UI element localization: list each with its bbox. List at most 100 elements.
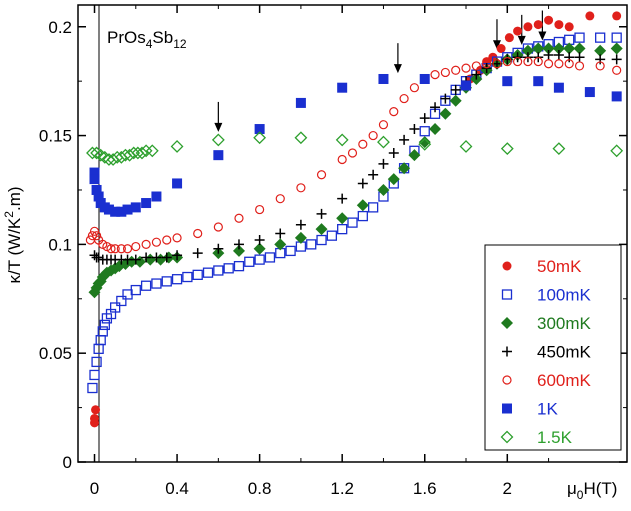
data-point	[439, 107, 452, 120]
data-point	[141, 198, 152, 209]
data-point	[294, 131, 308, 145]
data-point	[595, 32, 606, 43]
data-point	[564, 52, 575, 63]
data-point	[389, 107, 399, 117]
data-point	[440, 93, 451, 104]
data-point	[154, 253, 167, 266]
data-point	[543, 50, 554, 61]
data-point	[585, 11, 595, 21]
data-point	[387, 173, 400, 186]
data-point	[130, 202, 141, 213]
data-point	[430, 102, 441, 113]
data-point	[151, 252, 162, 263]
data-point	[296, 183, 306, 193]
data-point	[161, 276, 172, 287]
data-point	[337, 82, 348, 93]
data-point	[367, 202, 379, 213]
data-point	[357, 210, 368, 222]
legend-marker	[500, 430, 514, 444]
data-point	[234, 213, 244, 223]
data-point	[213, 243, 224, 254]
data-point	[533, 20, 543, 30]
data-point	[182, 271, 193, 283]
data-point	[399, 93, 409, 104]
data-point	[544, 15, 554, 25]
data-point	[357, 178, 368, 189]
series-300mK	[88, 42, 623, 299]
data-point	[91, 405, 101, 415]
y-tick-label: 0	[63, 453, 72, 472]
data-point	[97, 326, 108, 337]
data-point	[563, 42, 576, 55]
data-point	[461, 63, 471, 73]
transition-arrows	[214, 10, 547, 132]
data-point	[316, 170, 327, 180]
data-point	[122, 244, 133, 254]
y-tick-label: 0.05	[39, 344, 72, 363]
data-point	[133, 255, 146, 268]
data-point	[377, 135, 390, 149]
data-point	[358, 139, 368, 149]
data-point	[98, 150, 112, 164]
data-point	[408, 149, 421, 162]
data-point	[440, 67, 450, 78]
legend-label: 1.5K	[537, 428, 573, 447]
data-point	[419, 126, 430, 137]
x-tick-label: 0.8	[248, 479, 272, 498]
data-point	[254, 235, 265, 246]
data-point	[162, 235, 172, 245]
data-point	[611, 91, 622, 102]
data-point	[482, 59, 492, 69]
data-point	[91, 356, 102, 368]
data-point	[336, 212, 349, 225]
data-point	[253, 131, 267, 145]
data-point	[94, 148, 108, 162]
data-point	[89, 167, 100, 178]
data-point	[594, 44, 607, 57]
data-point	[429, 123, 442, 136]
data-point	[89, 226, 100, 236]
data-point	[418, 137, 432, 151]
data-point	[264, 252, 276, 263]
data-point	[87, 231, 98, 241]
x-tick-label: 1.2	[330, 479, 354, 498]
data-point	[573, 42, 586, 55]
data-point	[611, 54, 622, 65]
data-point	[523, 22, 533, 32]
data-point	[170, 140, 184, 153]
data-point	[610, 144, 624, 158]
data-point	[275, 228, 286, 239]
data-point	[409, 124, 420, 135]
data-point	[295, 219, 306, 230]
series-1K	[89, 73, 622, 217]
data-point	[306, 239, 317, 250]
legend-label: 300mK	[537, 314, 592, 333]
data-point	[253, 242, 266, 255]
x-tick-label: 2	[503, 479, 512, 498]
data-point	[451, 65, 461, 75]
data-point	[86, 146, 99, 160]
data-point	[553, 82, 564, 93]
series-1.5K	[86, 131, 624, 166]
data-point	[106, 244, 116, 254]
data-marks	[85, 11, 624, 428]
data-point	[513, 26, 523, 36]
arrow-head	[393, 64, 402, 74]
data-point	[89, 369, 100, 381]
data-point	[192, 248, 203, 259]
data-point	[116, 244, 126, 254]
data-point	[145, 144, 159, 158]
data-point	[450, 84, 461, 95]
data-point	[612, 65, 622, 75]
data-point	[554, 59, 564, 69]
data-point	[612, 11, 622, 21]
data-point	[202, 267, 214, 278]
data-point	[275, 194, 285, 204]
data-point	[611, 32, 622, 43]
data-point	[504, 33, 514, 43]
data-point	[110, 302, 121, 313]
data-point	[595, 61, 605, 71]
legend: 50mK 100mK 300mK 450mK 600mK 1K 1.5K	[484, 244, 622, 451]
x-tick-label: 0.4	[165, 479, 189, 498]
data-point	[500, 142, 514, 156]
